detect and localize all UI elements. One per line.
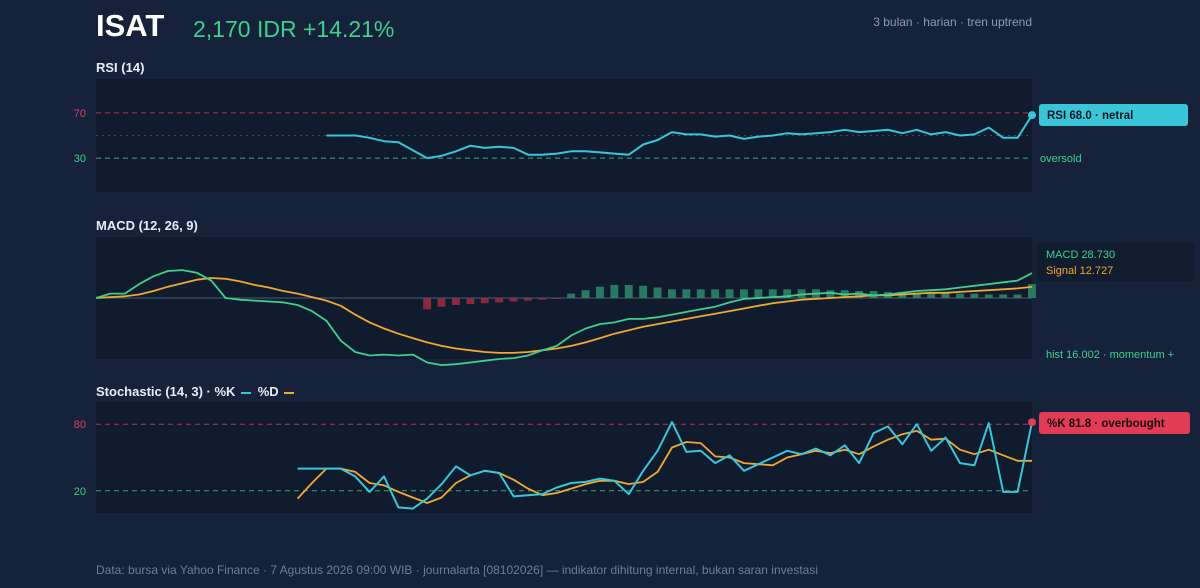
macd-histogram-bar	[639, 285, 648, 298]
macd-histogram-bar	[552, 298, 561, 299]
footer-note: Data: bursa via Yahoo Finance · 7 Agustu…	[96, 563, 818, 577]
rsi-oversold-note: oversold	[1040, 153, 1082, 165]
rsi-tick-30: 30	[74, 153, 86, 165]
macd-histogram-bar	[538, 298, 547, 300]
macd-legend-box	[1037, 243, 1194, 281]
rsi-panel-title: RSI (14)	[96, 60, 145, 75]
chart-meta: 3 bulan · harian · tren uptrend	[873, 15, 1032, 29]
macd-histogram-bar	[581, 290, 590, 298]
macd-histogram-bar	[668, 289, 676, 298]
macd-value-label: MACD 28.730	[1046, 249, 1115, 261]
macd-histogram-bar	[682, 289, 691, 298]
stoch-title-prefix: Stochastic (14, 3) · %K	[96, 384, 236, 399]
macd-panel-title: MACD (12, 26, 9)	[96, 218, 198, 233]
macd-signal-label: Signal 12.727	[1046, 265, 1113, 277]
rsi-tick-70: 70	[74, 108, 86, 120]
macd-histogram-bar	[495, 298, 504, 303]
macd-histogram-bar	[912, 292, 921, 298]
macd-histogram-bar	[999, 294, 1008, 298]
macd-histogram-bar	[725, 289, 734, 298]
macd-histogram-bar	[624, 284, 633, 298]
stoch-tick-20: 20	[74, 486, 86, 498]
stoch-badge-label: %K 81.8 · overbought	[1047, 418, 1165, 430]
rsi-line	[326, 114, 1033, 160]
macd-histogram-bar	[783, 289, 792, 298]
stoch-d-legend-swatch	[284, 391, 295, 394]
rsi-badge-background	[1039, 104, 1188, 126]
macd-histogram-bar	[1028, 284, 1036, 298]
macd-histogram-bar	[970, 293, 979, 298]
macd-histogram-bar	[956, 293, 964, 298]
macd-histogram-bar	[941, 292, 950, 298]
stoch-panel-title: Stochastic (14, 3) · %K %D	[96, 384, 295, 399]
macd-histogram-bar	[740, 289, 748, 298]
price-change: 2,170 IDR +14.21%	[193, 16, 395, 42]
macd-histogram-bar	[567, 293, 576, 298]
macd-hist-label: hist 16.002 · momentum +	[1046, 349, 1174, 361]
stoch-k-legend-swatch	[241, 391, 252, 394]
macd-histogram-bar	[653, 287, 662, 298]
macd-histogram-bar	[984, 294, 993, 298]
macd-histogram-bar	[754, 289, 763, 298]
macd-histogram-bar	[927, 292, 936, 298]
ticker-symbol: ISAT	[96, 8, 165, 43]
macd-histogram-bar	[423, 298, 432, 310]
macd-histogram-bar	[437, 298, 446, 307]
macd-line	[95, 269, 1033, 367]
macd-histogram-bar	[452, 298, 460, 305]
macd-histogram-bar	[596, 286, 604, 298]
stoch-panel-background	[96, 402, 1032, 513]
rsi-badge-label: RSI 68.0 · netral	[1047, 110, 1133, 122]
macd-histogram-bar	[480, 298, 489, 304]
stoch-last-point	[1028, 418, 1036, 427]
stoch-title-mid: %D	[257, 384, 279, 399]
macd-histogram-bar	[524, 298, 532, 301]
stoch-tick-80: 80	[74, 419, 86, 431]
macd-histogram-bar	[1013, 294, 1022, 298]
macd-histogram-bar	[466, 298, 475, 305]
stoch-k-line	[297, 421, 1033, 510]
macd-histogram-bar	[610, 284, 619, 298]
macd-histogram-bar	[768, 289, 777, 298]
stoch-badge-background	[1039, 412, 1190, 434]
macd-histogram-bar	[711, 289, 720, 298]
macd-histogram-bar	[826, 290, 835, 298]
macd-histogram-bar	[509, 298, 518, 302]
rsi-last-point	[1028, 111, 1036, 120]
macd-histogram-bar	[696, 289, 705, 298]
